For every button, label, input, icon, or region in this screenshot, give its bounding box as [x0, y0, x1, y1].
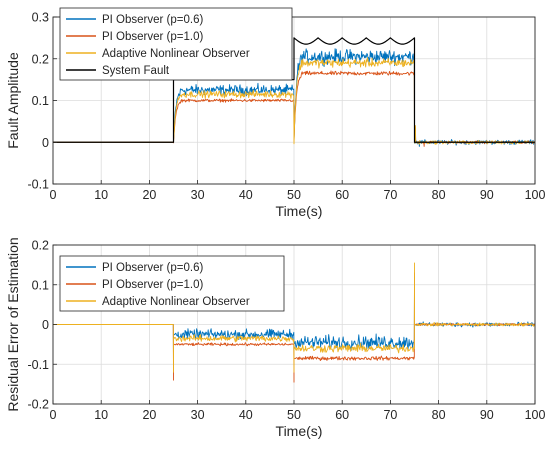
chart-residual-error: 0 10 20 30 40 50 60 70 80 90 100 -0.2 -0.1 0 0.1 0.2 Tim… [5, 237, 545, 439]
x-tick-label: 90 [480, 408, 494, 422]
y-tick-label: -0.1 [27, 178, 49, 192]
x-tick-label: 100 [525, 188, 546, 202]
x-tick-label: 30 [191, 188, 205, 202]
y-tick-label: 0.2 [32, 52, 49, 66]
x-tick-label: 40 [239, 188, 253, 202]
series-line-system-fault [53, 37, 535, 143]
legend-box [59, 255, 285, 312]
x-axis-title: Time(s) [276, 423, 323, 439]
x-tick-label: 80 [432, 188, 446, 202]
y-tick-label: 0.1 [32, 94, 49, 108]
y-axis-title: Fault Amplitude [5, 52, 21, 149]
legend-label-adaptive-nonlinear-observer: Adaptive Nonlinear Observer [102, 48, 250, 60]
x-tick-label: 30 [191, 408, 205, 422]
chart-fault-amplitude: 0 10 20 30 40 50 60 70 80 90 100-0.100.10.20.3Time… [5, 7, 546, 219]
x-tick-label: 100 [525, 408, 546, 422]
legend-label-system-fault: System Fault [102, 65, 170, 77]
series-group [53, 37, 535, 147]
y-tick-label: 0 [42, 136, 49, 150]
x-tick-label: 10 [94, 408, 108, 422]
y-tick-label: 0 [42, 318, 49, 332]
legend: PI Observer (p=0.6) PI Observer (p=1.0) Ad… [59, 7, 293, 81]
y-tick-label: 0.2 [32, 239, 49, 253]
x-tick-label: 80 [432, 408, 446, 422]
x-tick-label: 20 [142, 408, 156, 422]
legend-label-adaptive-nonlinear-observer: Adaptive Nonlinear Observer [102, 296, 250, 308]
x-tick-label: 90 [480, 188, 494, 202]
series-line-adaptive-nonlinear-observer [53, 262, 535, 373]
x-tick-label: 10 [94, 188, 108, 202]
x-tick-label: 0 [50, 408, 57, 422]
y-tick-label: 0.1 [32, 278, 49, 292]
legend-label-pi-observer-p-0-6: PI Observer (p=0.6) [102, 262, 203, 274]
legend-box [59, 7, 293, 81]
legend-label-pi-observer-p-0-6: PI Observer (p=0.6) [102, 14, 203, 26]
x-tick-label: 0 [50, 188, 57, 202]
legend-label-pi-observer-p-1-0: PI Observer (p=1.0) [102, 279, 203, 291]
x-tick-label: 70 [383, 408, 397, 422]
y-axis-title: Residual Error of Estimation [5, 237, 21, 411]
legend: PI Observer (p=0.6) PI Observer (p=1.0) Ad… [59, 255, 285, 312]
x-tick-label: 50 [287, 188, 301, 202]
y-tick-label: 0.3 [32, 11, 49, 25]
x-tick-label: 40 [239, 408, 253, 422]
y-tick-label: -0.1 [27, 358, 49, 372]
x-axis-title: Time(s) [276, 203, 323, 219]
y-tick-label: -0.2 [27, 398, 49, 412]
x-tick-label: 20 [142, 188, 156, 202]
series-group [53, 262, 535, 383]
x-tick-label: 60 [335, 408, 349, 422]
x-tick-label: 60 [335, 188, 349, 202]
x-tick-label: 70 [383, 188, 397, 202]
x-tick-label: 50 [287, 408, 301, 422]
legend-label-pi-observer-p-1-0: PI Observer (p=1.0) [102, 31, 203, 43]
